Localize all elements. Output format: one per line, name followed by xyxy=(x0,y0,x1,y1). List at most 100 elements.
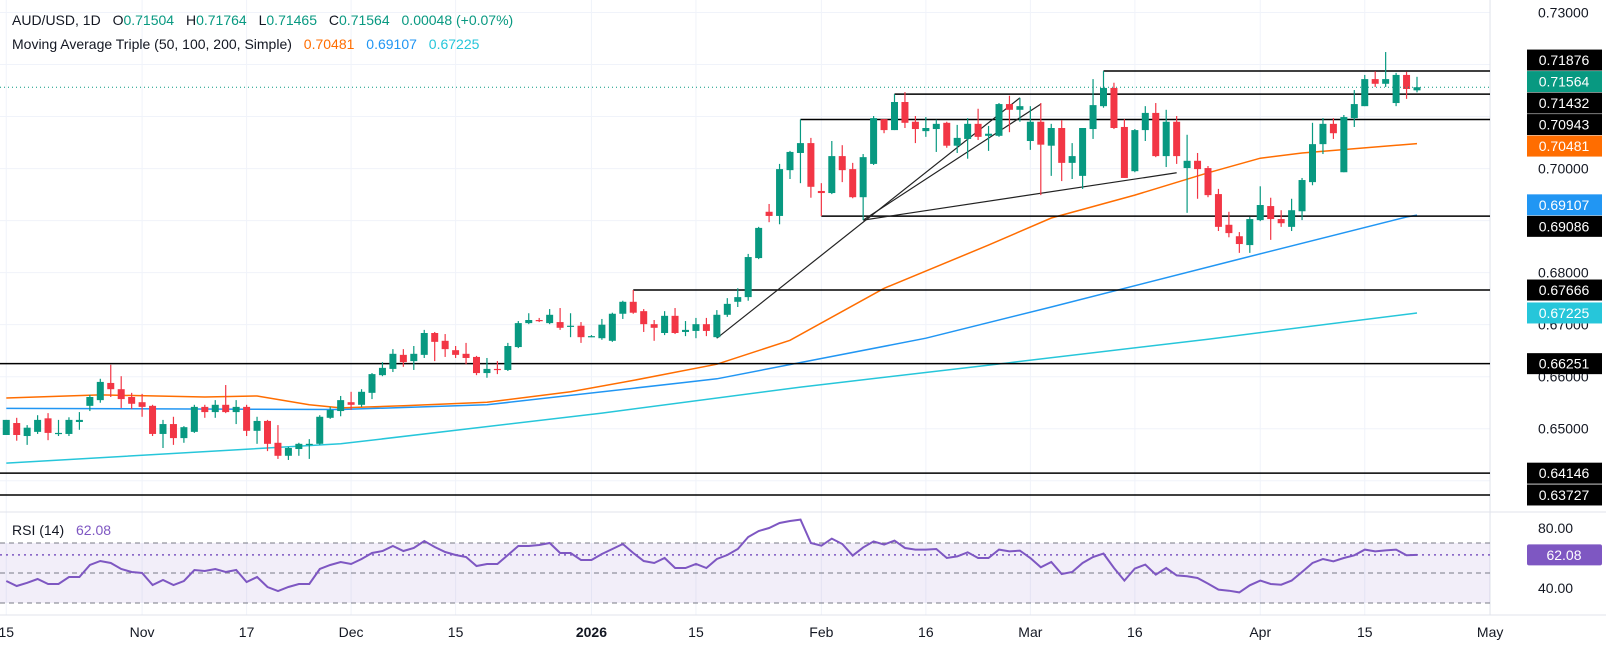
time-tick-label: 16 xyxy=(1127,624,1143,640)
rsi-tick-label: 80.00 xyxy=(1538,520,1573,536)
price-label-box xyxy=(1527,92,1602,114)
ma-indicator-title[interactable]: Moving Average Triple (50, 100, 200, Sim… xyxy=(12,36,292,52)
candle-body xyxy=(441,340,449,350)
candle-body xyxy=(358,391,366,405)
open-label: O xyxy=(112,12,124,28)
price-label-text: 62.08 xyxy=(1546,547,1581,563)
price-label-text: 0.69107 xyxy=(1539,197,1590,213)
candle-body xyxy=(264,420,271,444)
candle xyxy=(232,400,240,425)
candle xyxy=(525,313,533,325)
time-tick-label: 15 xyxy=(0,624,14,640)
price-label-text: 0.64146 xyxy=(1539,465,1590,481)
candle xyxy=(859,154,867,221)
candle-body xyxy=(1016,106,1024,110)
candle-body xyxy=(1037,121,1045,145)
candle-body xyxy=(776,169,784,216)
candle xyxy=(431,331,439,362)
candle xyxy=(567,313,575,338)
price-label-box xyxy=(1527,484,1602,506)
candle xyxy=(796,119,804,184)
candle xyxy=(723,298,731,317)
candle-body xyxy=(587,336,595,338)
price-tick-label: 0.68000 xyxy=(1538,265,1589,281)
price-label-text: 0.69086 xyxy=(1539,218,1590,234)
price-label-box xyxy=(1527,544,1602,566)
candle xyxy=(159,419,167,448)
candle xyxy=(347,391,355,411)
grid xyxy=(0,0,1491,615)
candle xyxy=(587,335,595,338)
rsi-legend: RSI (14) 62.08 xyxy=(12,521,111,539)
candle xyxy=(765,203,773,223)
candle xyxy=(389,349,397,373)
ma200-price-label: 0.67225 xyxy=(1527,302,1602,324)
candle xyxy=(222,385,230,414)
candle-body xyxy=(692,324,700,331)
candle xyxy=(34,415,42,434)
candle xyxy=(1120,119,1128,178)
candle-body xyxy=(1089,105,1097,130)
candle-body xyxy=(1235,236,1243,245)
candle-body xyxy=(1131,130,1139,172)
candle xyxy=(1214,188,1222,232)
candle xyxy=(1350,90,1358,127)
candle-body xyxy=(1340,117,1348,173)
candle-body xyxy=(169,424,177,439)
time-tick-label: May xyxy=(1477,624,1503,640)
candles xyxy=(2,52,1421,460)
price-tick-label: 0.65000 xyxy=(1538,421,1589,437)
price-label-box xyxy=(1527,279,1602,301)
candle-body xyxy=(985,133,993,136)
candle-body xyxy=(211,404,219,413)
candle xyxy=(828,141,836,195)
candle xyxy=(619,300,627,319)
candle-body xyxy=(880,119,888,131)
candle-body xyxy=(493,368,501,371)
candle-body xyxy=(253,420,261,431)
price-label-box xyxy=(1527,49,1602,71)
candle xyxy=(1340,114,1348,173)
candle xyxy=(1079,128,1087,189)
symbol-title[interactable]: AUD/USD, 1D xyxy=(12,12,101,28)
candle xyxy=(650,319,658,341)
candle-body xyxy=(1204,168,1212,196)
price-label-text: 0.63727 xyxy=(1539,487,1590,503)
candle-body xyxy=(159,424,167,434)
candle-body xyxy=(1246,219,1254,246)
ma100-line xyxy=(6,214,1418,411)
candle xyxy=(922,117,930,137)
candle-body xyxy=(149,405,157,434)
last-price-label: 0.71564 xyxy=(1527,71,1602,93)
candle xyxy=(744,253,752,301)
rsi-title[interactable]: RSI (14) xyxy=(12,522,65,538)
candle-body xyxy=(347,402,355,405)
candle-body xyxy=(1183,160,1191,169)
candle-body xyxy=(567,325,575,327)
candle xyxy=(692,317,700,339)
candle xyxy=(870,116,878,165)
candle xyxy=(932,119,940,152)
candle-body xyxy=(1214,194,1222,227)
candle xyxy=(1298,177,1306,221)
candle xyxy=(1058,120,1066,182)
candle xyxy=(1267,197,1275,240)
candle-body xyxy=(483,368,491,374)
candle-body xyxy=(1382,79,1390,84)
candle xyxy=(755,226,763,260)
candle xyxy=(1152,103,1160,158)
candle xyxy=(1392,72,1400,107)
candle xyxy=(180,426,188,443)
candle-body xyxy=(1068,156,1076,163)
price-label-text: 0.67666 xyxy=(1539,282,1590,298)
candle xyxy=(671,308,679,335)
candle xyxy=(1100,70,1107,108)
candle-body xyxy=(1120,126,1128,178)
candle xyxy=(734,288,742,307)
candle-body xyxy=(44,418,52,433)
level-price-label: 0.70943 xyxy=(1527,114,1602,136)
candle xyxy=(65,417,73,437)
candle-body xyxy=(619,301,627,314)
candle-body xyxy=(34,419,42,432)
